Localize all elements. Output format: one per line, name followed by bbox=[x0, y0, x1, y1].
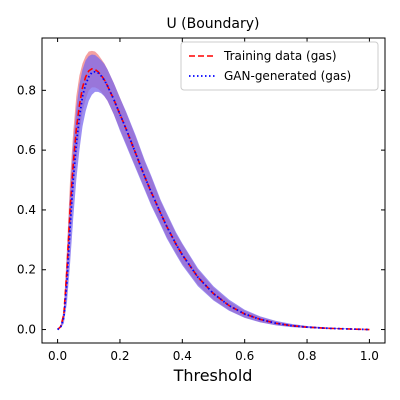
x-tick-label: 0.2 bbox=[110, 349, 129, 363]
line-series-1 bbox=[57, 70, 370, 331]
x-tick-label: 1.0 bbox=[360, 349, 379, 363]
legend-label-gan: GAN-generated (gas) bbox=[224, 69, 351, 83]
x-axis-label: Threshold bbox=[173, 366, 253, 385]
legend-label-training: Training data (gas) bbox=[223, 49, 337, 63]
y-tick-label: 0.4 bbox=[17, 203, 36, 217]
y-tick-label: 0.2 bbox=[17, 263, 36, 277]
y-tick-label: 0.0 bbox=[17, 323, 36, 337]
band-series-1 bbox=[57, 54, 370, 330]
y-axis-ticks: 0.0 0.2 0.4 0.6 0.8 bbox=[17, 83, 385, 337]
x-tick-label: 0.4 bbox=[173, 349, 192, 363]
legend-box bbox=[180, 41, 379, 91]
y-tick-label: 0.8 bbox=[17, 83, 36, 97]
x-tick-label: 0.8 bbox=[297, 349, 316, 363]
x-axis-ticks: 0.0 0.2 0.4 0.6 0.8 1.0 bbox=[48, 38, 379, 363]
y-tick-label: 0.6 bbox=[17, 143, 36, 157]
x-tick-label: 0.0 bbox=[48, 349, 67, 363]
plot-frame bbox=[41, 37, 386, 344]
legend: Training data (gas) GAN-generated (gas) bbox=[180, 41, 379, 91]
chart-title: U (Boundary) bbox=[166, 16, 259, 32]
x-tick-label: 0.6 bbox=[235, 349, 254, 363]
confidence-bands bbox=[57, 50, 370, 330]
series-lines bbox=[57, 67, 370, 331]
